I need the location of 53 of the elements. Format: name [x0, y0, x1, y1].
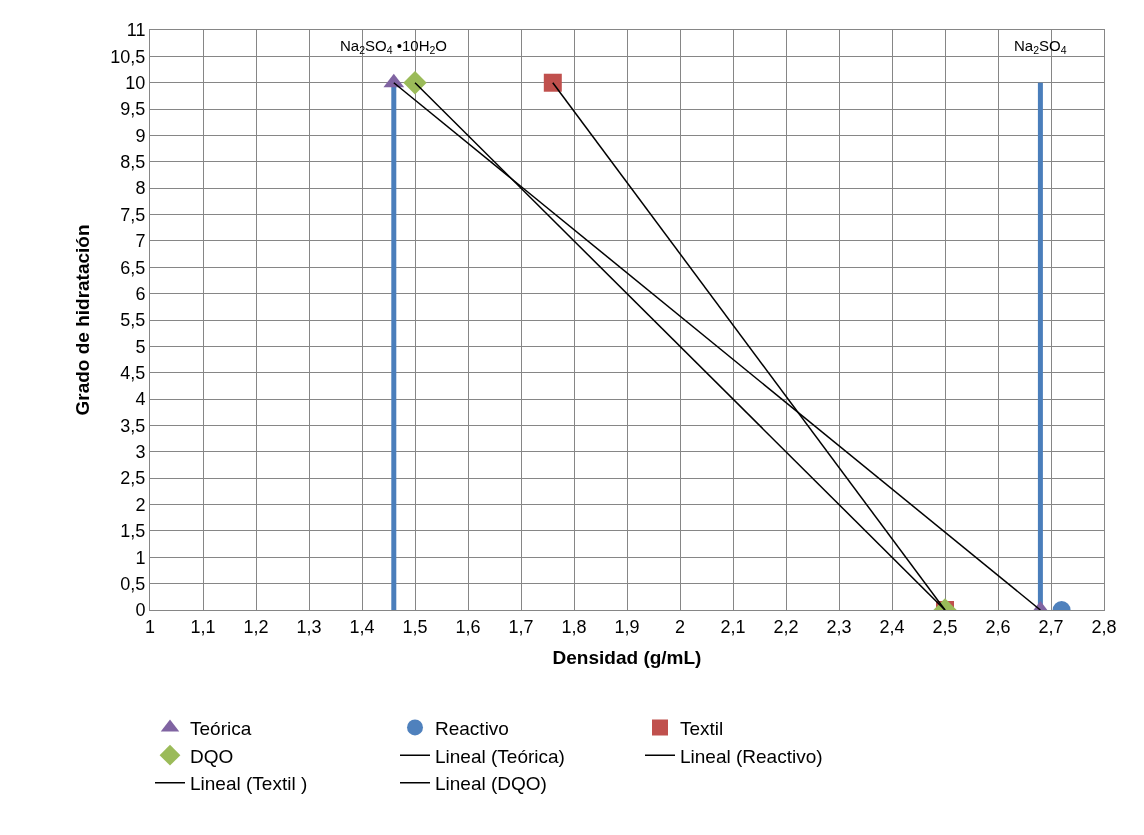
- y-tick-label: 9,5: [120, 99, 146, 120]
- y-tick-label: 7,5: [120, 204, 146, 225]
- x-tick-label: 2,6: [985, 616, 1011, 637]
- x-tick-label: 1,1: [190, 616, 216, 637]
- y-tick-label: 0: [135, 600, 146, 621]
- y-tick-label: 5: [135, 336, 146, 357]
- legend-label: DQO: [190, 745, 234, 767]
- y-axis-title: Grado de hidratación: [72, 224, 94, 416]
- annotation: Na$_{2}$SO$_{4}$: [1014, 37, 1067, 57]
- y-tick-label: 11: [126, 20, 146, 41]
- y-tick-label: 4,5: [120, 363, 146, 384]
- y-tick-label: 6: [135, 283, 146, 304]
- y-tick-label: 2,5: [120, 468, 146, 489]
- y-tick-label: 2: [135, 494, 146, 515]
- annotation: Na$_{2}$SO$_{4}$ •10H$_{2}$O: [340, 37, 448, 57]
- legend-label: Textil: [680, 717, 724, 739]
- x-tick-label: 2,4: [879, 616, 905, 637]
- x-tick-label: 2: [674, 616, 686, 637]
- x-tick-label: 1,9: [614, 616, 640, 637]
- x-tick-label: 1,5: [402, 616, 428, 637]
- legend-label: Reactivo: [435, 717, 509, 739]
- x-tick-label: 1,3: [296, 616, 322, 637]
- legend-label: Lineal (Textil ): [190, 773, 308, 795]
- y-tick-label: 5,5: [120, 310, 146, 331]
- y-tick-label: 3: [135, 442, 146, 463]
- x-tick-label: 2,5: [932, 616, 958, 637]
- legend-label: Teórica: [190, 717, 252, 739]
- x-tick-label: 2,2: [773, 616, 799, 637]
- x-tick-label: 2,1: [720, 616, 746, 637]
- x-tick-label: 1,8: [561, 616, 587, 637]
- x-tick-label: 1,7: [508, 616, 534, 637]
- y-tick-label: 1,5: [120, 521, 146, 542]
- y-tick-label: 7: [135, 231, 146, 252]
- y-tick-label: 9: [135, 125, 146, 146]
- y-tick-label: 4: [135, 389, 146, 410]
- x-tick-label: 1,2: [243, 616, 269, 637]
- y-tick-label: 8,5: [120, 152, 146, 173]
- x-tick-label: 1,6: [455, 616, 481, 637]
- x-tick-label: 1,4: [349, 616, 375, 637]
- y-tick-label: 8: [135, 178, 146, 199]
- legend-label: Lineal (Reactivo): [680, 745, 823, 767]
- y-tick-label: 10: [125, 73, 146, 94]
- x-tick-label: 2,7: [1038, 616, 1064, 637]
- x-tick-label: 2,8: [1091, 616, 1117, 637]
- legend-label: Lineal (Teórica): [435, 745, 565, 767]
- x-tick-label: 2,3: [826, 616, 852, 637]
- y-tick-label: 10,5: [110, 46, 146, 67]
- legend-label: Lineal (DQO): [435, 773, 547, 795]
- y-tick-label: 6,5: [120, 257, 146, 278]
- y-tick-label: 0,5: [120, 573, 146, 594]
- y-tick-label: 1: [135, 547, 146, 568]
- x-axis-title: Densidad (g/mL): [552, 647, 702, 669]
- y-tick-label: 3,5: [120, 415, 146, 436]
